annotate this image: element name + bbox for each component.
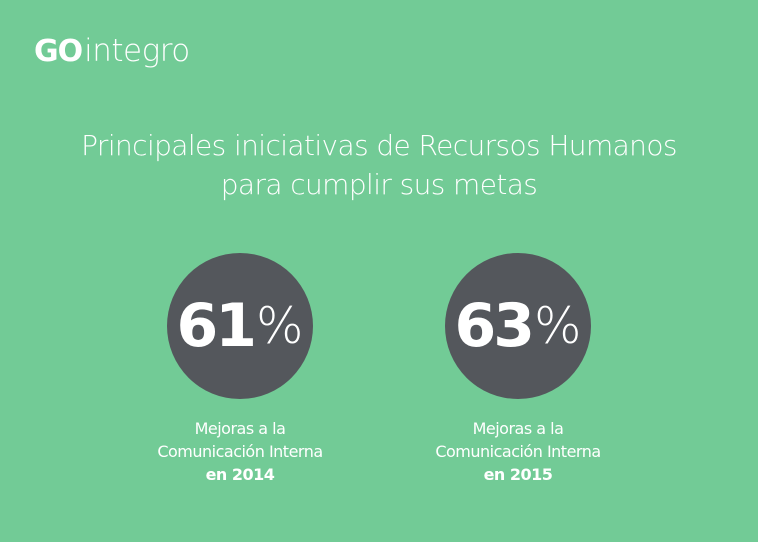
percent-sign: % xyxy=(533,297,582,355)
stat-value: 61 xyxy=(176,291,256,361)
stat-circle: 61 % xyxy=(167,253,313,399)
stat-caption: Mejoras a la Comunicación Interna en 201… xyxy=(388,417,648,486)
caption-year: en 2015 xyxy=(483,465,553,484)
go-integro-logo: GO integro xyxy=(34,36,190,67)
percent-sign: % xyxy=(255,297,304,355)
title-line-2: para cumplir sus metas xyxy=(220,168,538,201)
caption-line-2: Comunicación Interna xyxy=(435,442,601,461)
logo-prefix: GO xyxy=(34,34,83,69)
stat-caption: Mejoras a la Comunicación Interna en 201… xyxy=(110,417,370,486)
caption-line-1: Mejoras a la xyxy=(194,419,286,438)
caption-year: en 2014 xyxy=(205,465,275,484)
page-title: Principales iniciativas de Recursos Huma… xyxy=(0,126,758,204)
caption-line-1: Mejoras a la xyxy=(472,419,564,438)
title-line-1: Principales iniciativas de Recursos Huma… xyxy=(81,129,677,162)
stat-2014: 61 % Mejoras a la Comunicación Interna e… xyxy=(110,253,370,486)
stat-2015: 63 % Mejoras a la Comunicación Interna e… xyxy=(388,253,648,486)
stat-value: 63 xyxy=(454,291,534,361)
logo-word: integro xyxy=(84,33,190,69)
caption-line-2: Comunicación Interna xyxy=(157,442,323,461)
stat-circle: 63 % xyxy=(445,253,591,399)
